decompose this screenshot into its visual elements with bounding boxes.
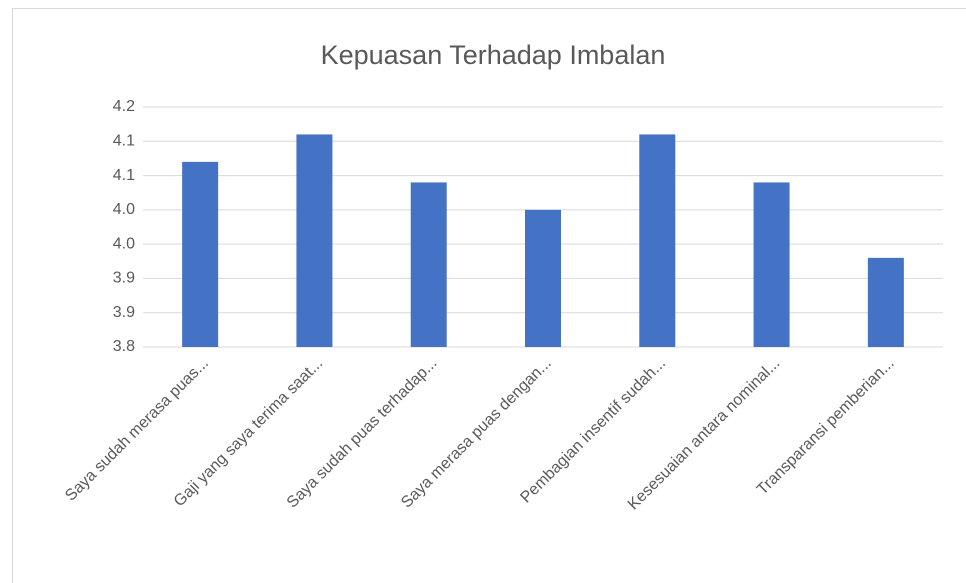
y-tick-label: 3.9 bbox=[113, 270, 135, 287]
bar bbox=[410, 182, 447, 347]
y-tick-label: 3.8 bbox=[113, 338, 135, 355]
bar bbox=[867, 257, 904, 347]
bar bbox=[525, 209, 561, 347]
y-tick-label: 4.2 bbox=[113, 98, 135, 115]
bar bbox=[296, 134, 333, 347]
chart-border bbox=[12, 8, 966, 583]
y-tick-label: 4.1 bbox=[113, 133, 135, 150]
bar bbox=[639, 134, 676, 347]
y-tick-label: 4.0 bbox=[113, 201, 135, 218]
y-tick-label: 3.9 bbox=[113, 304, 135, 321]
chart-title: Kepuasan Terhadap Imbalan bbox=[321, 40, 666, 70]
bar bbox=[753, 182, 790, 347]
y-tick-label: 4.1 bbox=[113, 167, 135, 184]
y-tick-label: 4.0 bbox=[113, 235, 135, 252]
bar bbox=[182, 161, 219, 347]
